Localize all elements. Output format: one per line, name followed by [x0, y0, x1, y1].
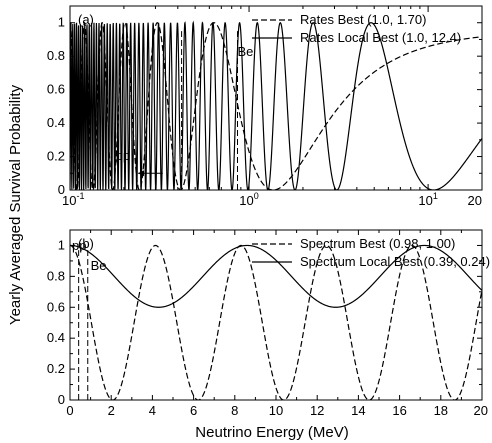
- x-tick-label: 12: [310, 403, 324, 418]
- x-tick-label: 101: [418, 191, 437, 208]
- panel-a: 0 0.2 0.4 0.6 0.8 1 10-1 100 101 20 (a) Rates Best …: [47, 5, 483, 208]
- x-tick-label: 8: [231, 403, 238, 418]
- x-tick-label: 0: [66, 403, 73, 418]
- series-line-1: [70, 20, 482, 190]
- x-tick-label: 18: [434, 403, 448, 418]
- series-line-0: [70, 21, 482, 190]
- x-tick-label: 10-1: [62, 191, 84, 208]
- legend-label-1: Spectrum Local Best (0.39, 0.24): [300, 254, 490, 269]
- x-tick-label: 4: [149, 403, 156, 418]
- x-tick-label: 20: [474, 403, 488, 418]
- y-tick-label: 0.4: [47, 115, 65, 130]
- y-tick-label: 0: [58, 182, 65, 197]
- annotation-pp: pp: [72, 238, 86, 253]
- y-tick-label: 0.8: [47, 268, 65, 283]
- series-line-1: [70, 244, 482, 308]
- y-tick-label: 0.4: [47, 330, 65, 345]
- annotation-pp: pp: [116, 148, 130, 163]
- x-tick-label: 10: [269, 403, 283, 418]
- y-tick-label: 0.2: [47, 149, 65, 164]
- y-tick-label: 1: [58, 237, 65, 252]
- y-tick-label: 0.6: [47, 82, 65, 97]
- x-tick-label: 6: [190, 403, 197, 418]
- y-tick-label: 0.2: [47, 361, 65, 376]
- panel-label: (a): [78, 12, 94, 27]
- y-axis-label: Yearly Averaged Survival Probability: [7, 84, 24, 325]
- panel-label: (b): [78, 236, 94, 251]
- legend-label-0: Spectrum Best (0.98, 1.00): [300, 236, 455, 251]
- y-tick-label: 0: [58, 392, 65, 407]
- legend-label-0: Rates Best (1.0, 1.70): [300, 12, 426, 27]
- x-tick-label: 100: [239, 191, 258, 208]
- annotation-Be: Be: [238, 44, 254, 59]
- panel-b: 00.20.40.60.810 2 4 6 8 10 12 14 16 18 20(b) Spectr…: [47, 229, 490, 418]
- legend-label-1: Rates Local Best (1.0, 12.4): [300, 30, 461, 45]
- x-axis-label: Neutrino Energy (MeV): [195, 424, 348, 441]
- y-tick-label: 1: [58, 15, 65, 30]
- series-line-0: [70, 244, 482, 400]
- annotation-Be: Be: [91, 258, 107, 273]
- y-tick-label: 0.6: [47, 299, 65, 314]
- x-tick-label: 20: [468, 193, 482, 208]
- y-tick-label: 0.8: [47, 48, 65, 63]
- x-tick-label: 2: [108, 403, 115, 418]
- x-tick-label: 16: [392, 403, 406, 418]
- pp-arrowhead: [138, 170, 145, 177]
- x-tick-label: 14: [351, 403, 365, 418]
